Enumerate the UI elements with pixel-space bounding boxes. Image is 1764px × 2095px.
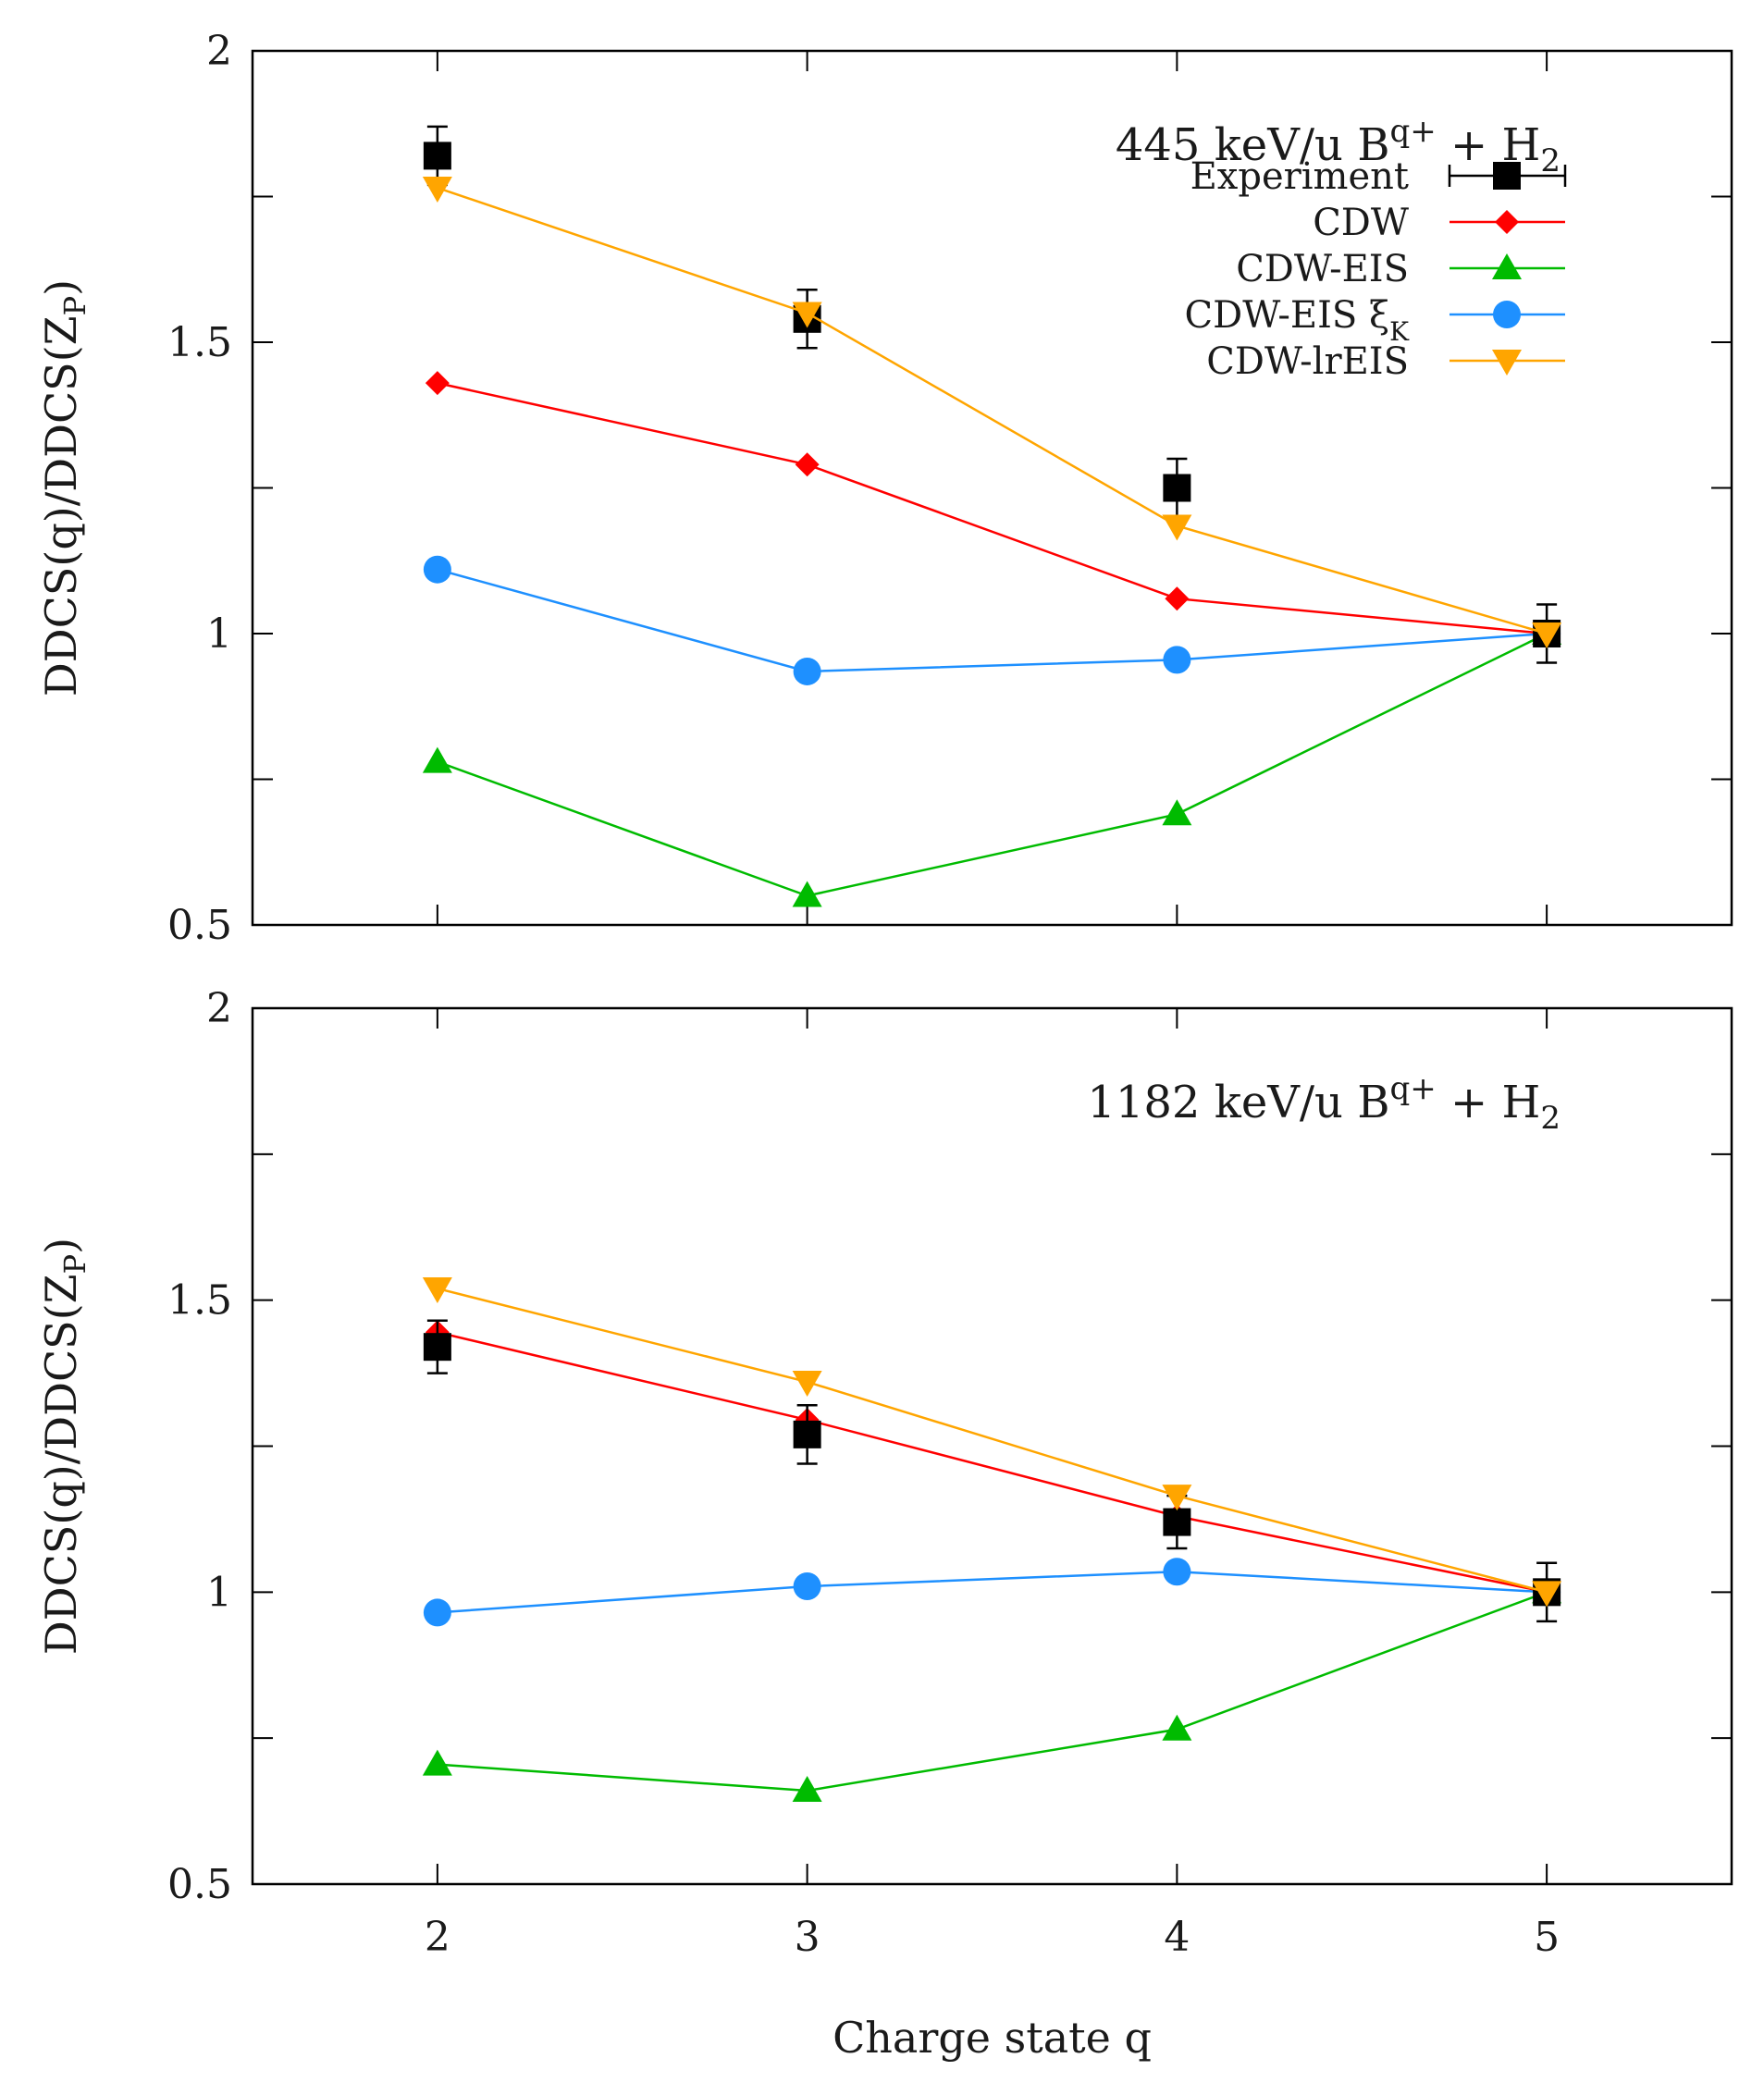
x-tick-label: 5	[1534, 1914, 1560, 1961]
data-point	[422, 177, 452, 203]
series-diamond	[425, 371, 1560, 646]
legend-marker	[1495, 210, 1519, 234]
data-point	[792, 302, 822, 328]
series-line	[437, 1331, 1548, 1594]
legend-label: CDW-lrEIS	[1206, 340, 1409, 383]
x-tick-label: 2	[425, 1914, 450, 1961]
legend-label: CDW-EIS ξK	[1185, 294, 1411, 347]
data-point	[1532, 622, 1562, 648]
x-axis-label: Charge state q	[833, 2013, 1152, 2063]
x-axis	[436, 51, 1548, 925]
legend-marker	[1493, 162, 1521, 190]
legend-label: CDW-EIS	[1236, 248, 1409, 290]
data-point	[1163, 1508, 1191, 1536]
y-axis-label: DDCS(q)/DDCS(ZP)	[36, 1238, 93, 1655]
x-tick-label: 4	[1164, 1914, 1190, 1961]
plot-title: 1182 keV/u Bq+ + H2	[1087, 1070, 1560, 1137]
data-point	[1163, 474, 1191, 502]
series-circle	[423, 555, 1561, 685]
legend-label: Experiment	[1190, 155, 1409, 198]
x-axis: 2 3 4 5	[425, 1008, 1560, 1961]
data-point	[793, 1420, 821, 1448]
series-triangle-up	[422, 619, 1562, 907]
y-tick-label: 1	[206, 1569, 232, 1616]
panel-top: 0.5 1 1.5 2 DDCS(q)/DDCS(ZP) 445 keV/u Bq+ + …	[36, 28, 1733, 949]
series-line	[437, 1591, 1548, 1793]
data-point	[1163, 646, 1191, 674]
data-point	[423, 555, 451, 584]
data-point	[792, 1775, 822, 1802]
series-diamond	[425, 1320, 1560, 1605]
series-triangle-up	[422, 1577, 1562, 1802]
y-tick-label: 2	[206, 985, 232, 1032]
series-group	[422, 125, 1562, 907]
series-circle	[423, 1558, 1561, 1627]
data-point	[795, 452, 820, 477]
data-point	[422, 1277, 452, 1304]
y-tick-label: 1.5	[167, 1277, 232, 1325]
legend-marker	[1492, 253, 1522, 279]
data-point	[423, 1333, 451, 1362]
legend-marker	[1492, 350, 1522, 376]
data-point	[1163, 1558, 1191, 1586]
y-axis-label: DDCS(q)/DDCS(ZP)	[36, 279, 93, 696]
data-point	[422, 1749, 452, 1776]
series-line	[437, 186, 1548, 635]
series-line	[437, 568, 1548, 673]
data-point	[423, 142, 451, 170]
data-point	[1162, 1714, 1192, 1741]
series-triangle-down	[422, 177, 1562, 648]
y-tick-label: 1	[206, 610, 232, 658]
y-tick-label: 1.5	[167, 319, 232, 366]
series-line	[437, 632, 1548, 897]
data-point	[423, 1598, 451, 1627]
data-point	[425, 371, 450, 396]
data-point	[792, 881, 822, 907]
legend-label: CDW	[1313, 202, 1409, 244]
plot-frame	[251, 1006, 1733, 1886]
series-square	[423, 1319, 1561, 1623]
y-tick-label: 0.5	[167, 1861, 232, 1908]
data-point	[1165, 586, 1190, 611]
data-point	[792, 1371, 822, 1398]
plot-title: 445 keV/u Bq+ + H2	[1116, 113, 1560, 179]
data-point	[793, 657, 821, 685]
data-point	[1162, 514, 1192, 541]
data-point	[1162, 1485, 1192, 1511]
y-axis: 0.5 1 1.5 2	[167, 985, 1732, 1908]
y-tick-label: 2	[206, 28, 232, 75]
data-point	[793, 1572, 821, 1601]
legend-marker	[1493, 301, 1521, 328]
series-line	[437, 381, 1548, 635]
panel-bottom: 0.5 1 1.5 2 2 3 4 5 DDCS(q)/DDCS(ZP) Charge state…	[36, 985, 1733, 2063]
data-point	[1532, 1581, 1562, 1608]
series-line	[437, 1287, 1548, 1594]
y-tick-label: 0.5	[167, 902, 232, 949]
data-point	[1162, 799, 1192, 826]
y-axis: 0.5 1 1.5 2	[167, 28, 1732, 949]
x-tick-label: 3	[795, 1914, 820, 1961]
series-line	[437, 1570, 1548, 1614]
series-triangle-down	[422, 1277, 1562, 1608]
data-point	[422, 746, 452, 773]
series-group	[422, 1277, 1562, 1802]
